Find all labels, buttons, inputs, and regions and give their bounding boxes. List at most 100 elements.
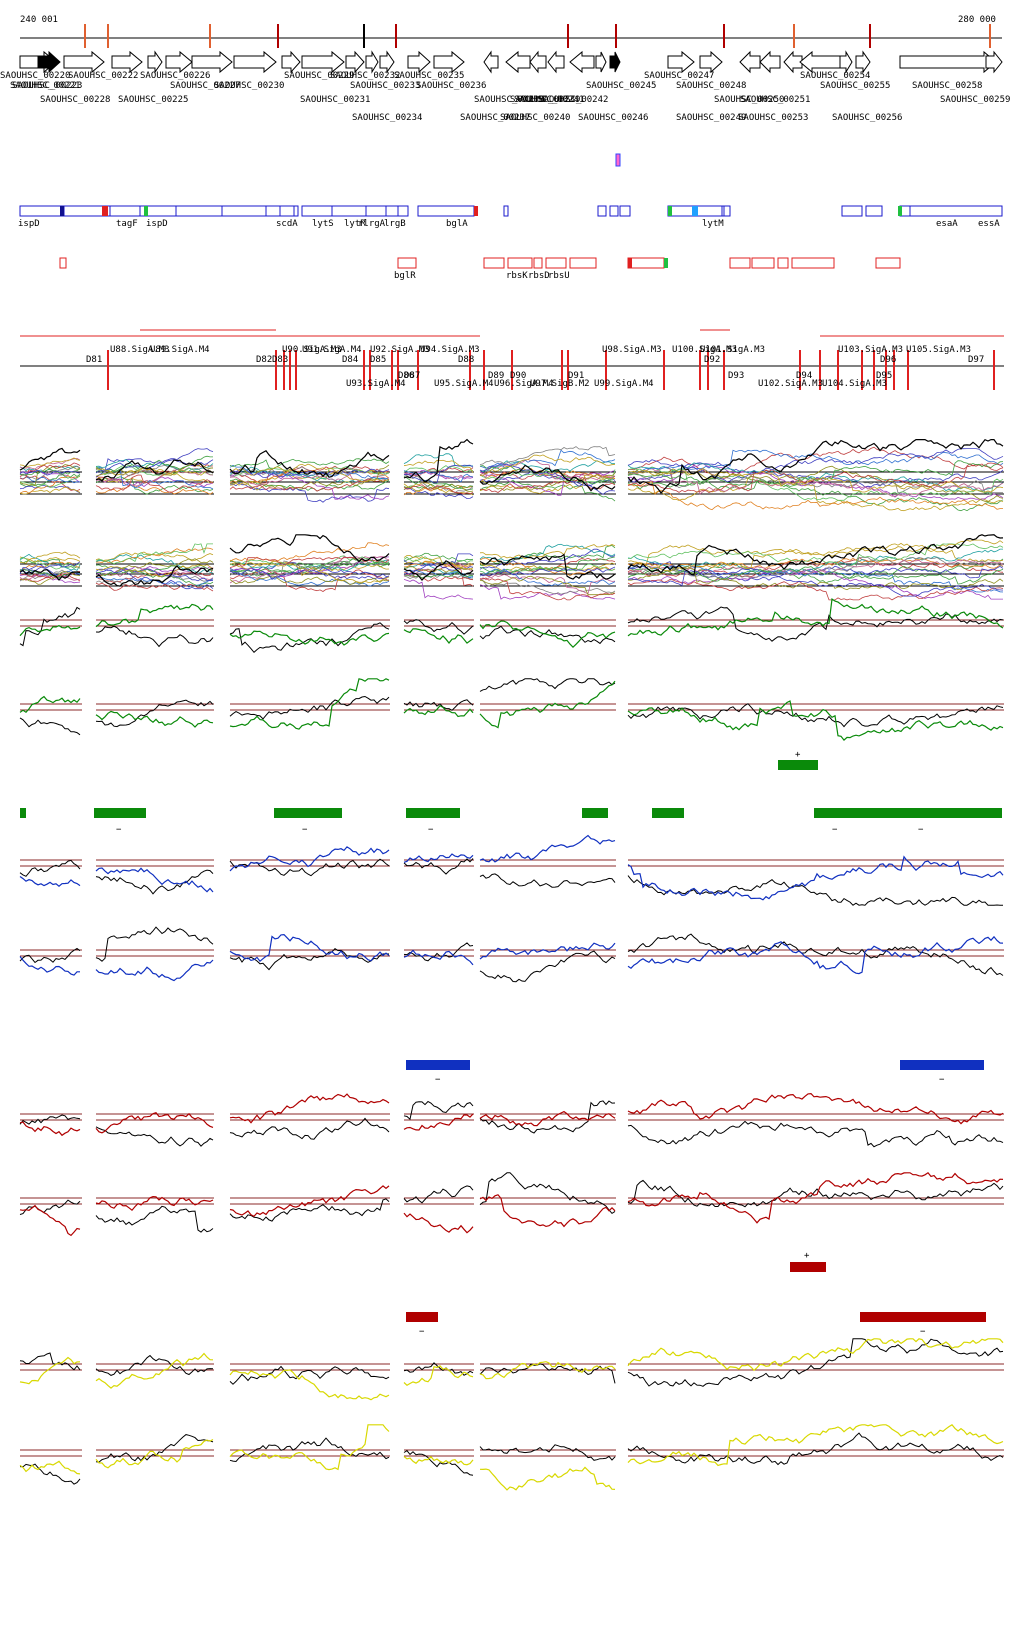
expression-trace	[627, 448, 1004, 483]
gene-arrow	[739, 50, 761, 74]
expression-trace	[479, 469, 616, 484]
strand-mark: +	[795, 750, 801, 760]
operon-box-red	[483, 257, 505, 269]
operon-box-red	[397, 257, 417, 269]
gene-arrow	[111, 50, 143, 74]
gene-label: SAOUHSC_00223	[12, 81, 82, 91]
expression-trace-reference	[95, 926, 214, 962]
expression-trace	[95, 547, 214, 564]
expression-trace	[230, 464, 390, 491]
terminator-label: D89	[488, 371, 504, 381]
expression-trace	[229, 560, 390, 578]
expression-trace	[403, 474, 474, 494]
expression-trace	[627, 466, 1004, 501]
expression-trace	[229, 1369, 390, 1401]
expression-trace	[627, 1424, 1004, 1467]
expression-trace	[627, 568, 1003, 600]
operon-feature	[628, 258, 632, 268]
operon-label-blue: essA	[978, 219, 1000, 229]
expression-trace	[403, 467, 474, 477]
gene-arrow	[301, 50, 345, 74]
expression-trace	[627, 598, 1004, 637]
expression-trace	[95, 455, 213, 473]
expression-trace	[229, 1093, 390, 1124]
strand-block	[406, 808, 460, 818]
operon-feature	[144, 206, 148, 216]
expression-trace-reference	[19, 606, 81, 647]
expression-trace-reference	[479, 1444, 616, 1461]
expression-trace	[479, 454, 616, 476]
gene-label: SAOUHSC_00237	[460, 113, 530, 123]
expression-trace-reference	[479, 950, 616, 983]
expression-trace	[19, 1460, 81, 1475]
expression-trace	[627, 460, 1004, 488]
gene-arrow	[345, 50, 365, 74]
expression-trace	[479, 470, 616, 496]
operon-box	[909, 205, 1003, 217]
strand-block	[94, 808, 146, 818]
expression-trace	[95, 458, 214, 478]
strand-block	[20, 808, 26, 818]
gene-label: SAOUHSC_00231	[300, 95, 370, 105]
promoter-label-bottom: U97.SigB.M2	[530, 379, 590, 389]
promoter-label-top: U90.SigA.M3	[282, 345, 342, 355]
gene-arrow	[985, 50, 1003, 74]
gene-arrow	[165, 50, 193, 74]
gene-label: SAOUHSC_00220	[0, 71, 70, 81]
expression-trace	[229, 559, 390, 583]
strand-block	[406, 1312, 438, 1322]
expression-trace	[403, 470, 474, 483]
gene-arrow	[609, 51, 621, 73]
gene-arrow	[379, 50, 395, 74]
gene-arrow	[191, 50, 233, 74]
expression-trace	[479, 1466, 616, 1491]
operon-label-blue: bglA	[446, 219, 468, 229]
expression-trace-reference	[229, 948, 390, 971]
strand-mark: −	[918, 825, 924, 835]
expression-trace	[19, 556, 81, 563]
operon-box	[619, 205, 631, 217]
expression-trace	[479, 620, 616, 649]
expression-trace	[403, 704, 474, 718]
operon-label-blue: lytM	[702, 219, 724, 229]
terminator-label: D97	[968, 355, 984, 365]
expression-trace	[403, 561, 474, 569]
expression-trace-reference	[229, 622, 390, 654]
gene-arrow	[547, 50, 565, 74]
gene-arrow	[569, 50, 595, 74]
gene-label: SAOUHSC_00222	[68, 71, 138, 81]
expression-trace	[19, 956, 80, 976]
operon-box	[331, 205, 367, 217]
expression-trace	[19, 464, 81, 487]
promoter-label-top: U91.SigA.M4	[302, 345, 362, 355]
gene-label: SAOUHSC_00245	[586, 81, 656, 91]
expression-trace	[403, 487, 474, 500]
expression-trace	[479, 463, 616, 495]
expression-trace	[95, 554, 214, 574]
operon-box-red	[791, 257, 835, 269]
expression-trace	[229, 575, 390, 586]
expression-trace	[479, 584, 616, 600]
operon-box-red	[59, 257, 67, 269]
gene-label: SAOUHSC_00239	[510, 95, 580, 105]
gene-label: SAOUHSC_00226	[140, 71, 210, 81]
expression-trace	[627, 1092, 1004, 1125]
terminator-label: D82	[256, 355, 272, 365]
strand-block	[652, 808, 684, 818]
terminator-label: D85	[370, 355, 386, 365]
gene-label: SAOUHSC_00258	[912, 81, 982, 91]
expression-trace-reference	[95, 1354, 214, 1376]
operon-label-red: rbsD	[528, 271, 550, 281]
expression-trace	[19, 561, 81, 575]
expression-trace	[19, 561, 80, 572]
promoter-label-bottom: U99.SigA.M4	[594, 379, 654, 389]
gene-label: SAOUHSC_00246	[578, 113, 648, 123]
terminator-label: D90	[510, 371, 526, 381]
expression-trace	[627, 566, 1004, 591]
expression-trace	[479, 575, 616, 596]
expression-trace	[230, 559, 390, 572]
expression-trace-reference	[479, 678, 616, 692]
